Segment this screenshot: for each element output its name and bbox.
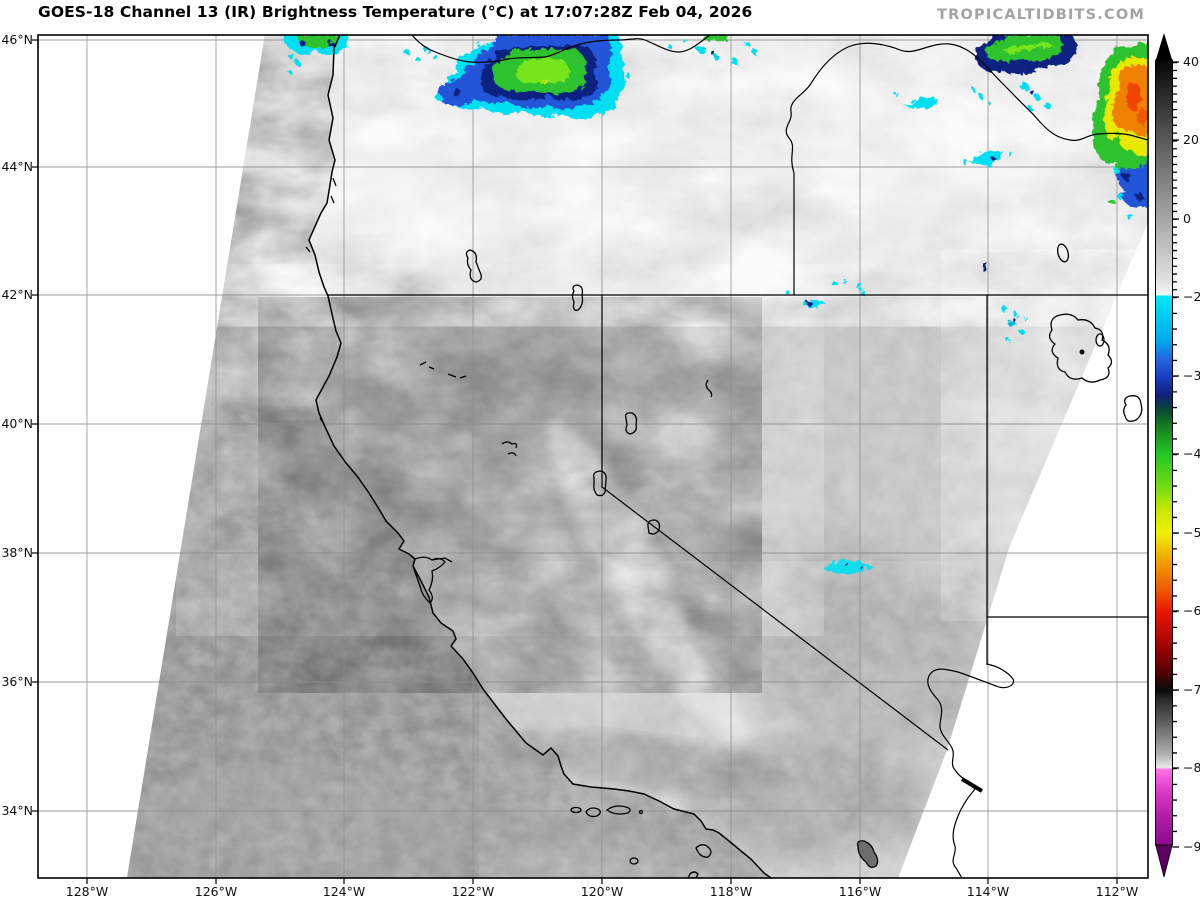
lat-tick-label: 40°N [1, 416, 33, 431]
lat-tick-label: 36°N [1, 674, 33, 689]
watermark: TROPICALTIDBITS.COM [937, 7, 1145, 23]
lon-tick-label: 120°W [580, 884, 624, 899]
salton-sea [856, 840, 879, 868]
lat-tick-label: 34°N [1, 803, 33, 818]
state-borders [328, 35, 1148, 878]
map-interior [38, 35, 1148, 878]
colorbar-tick-label: −60 [1183, 603, 1200, 618]
lat-tick-label: 38°N [1, 545, 33, 560]
axis-ticks [32, 39, 1118, 884]
upper-klamath-lake [465, 249, 482, 283]
lon-tick-label: 124°W [322, 884, 366, 899]
snake-river [785, 42, 1148, 174]
lat-tick-label: 46°N [1, 32, 33, 47]
lakes-and-islands [305, 177, 1143, 878]
cold-cloud-tops [282, 35, 1148, 572]
colorbar-tick-label: −30 [1183, 368, 1200, 383]
lake-tahoe [592, 470, 607, 497]
satellite-swath [127, 35, 1148, 878]
colorbar-tick-label: −80 [1183, 760, 1200, 775]
great-salt-lake [1048, 313, 1113, 383]
lon-tick-label: 114°W [966, 884, 1010, 899]
columbia-river [411, 35, 711, 63]
goose-lake [571, 284, 584, 311]
colorbar-tick-label: 20 [1183, 132, 1199, 147]
lat-tick-label: 44°N [1, 159, 33, 174]
colorbar-tick-label: −50 [1183, 525, 1200, 540]
utah-lake [1123, 395, 1143, 422]
pyramid-lake [624, 412, 638, 435]
lon-tick-label: 118°W [709, 884, 753, 899]
lon-tick-label: 122°W [451, 884, 495, 899]
catalina-island [695, 844, 712, 858]
bear-lake [1056, 243, 1070, 263]
lon-tick-label: 128°W [65, 884, 109, 899]
lon-tick-label: 116°W [838, 884, 882, 899]
colorbar-tick-label: −40 [1183, 446, 1200, 461]
colorbar-major-ticks [1172, 61, 1179, 848]
colorbar-tick-label: −90 [1183, 839, 1200, 854]
lon-tick-label: 112°W [1095, 884, 1139, 899]
colorbar-tick-label: 40 [1183, 54, 1199, 69]
map-frame [37, 34, 1149, 879]
page-title: GOES-18 Channel 13 (IR) Brightness Tempe… [38, 3, 753, 21]
colorado-river [927, 663, 1015, 878]
colorbar [1154, 33, 1179, 878]
mono-lake [647, 519, 661, 535]
colorbar-tick-label: −70 [1183, 682, 1200, 697]
colorbar-tick-label: −20 [1183, 289, 1200, 304]
lon-tick-label: 126°W [194, 884, 238, 899]
lat-tick-label: 42°N [1, 287, 33, 302]
colorbar-tick-label: 0 [1183, 211, 1191, 226]
coastline [308, 35, 772, 878]
graticule [38, 35, 1148, 878]
